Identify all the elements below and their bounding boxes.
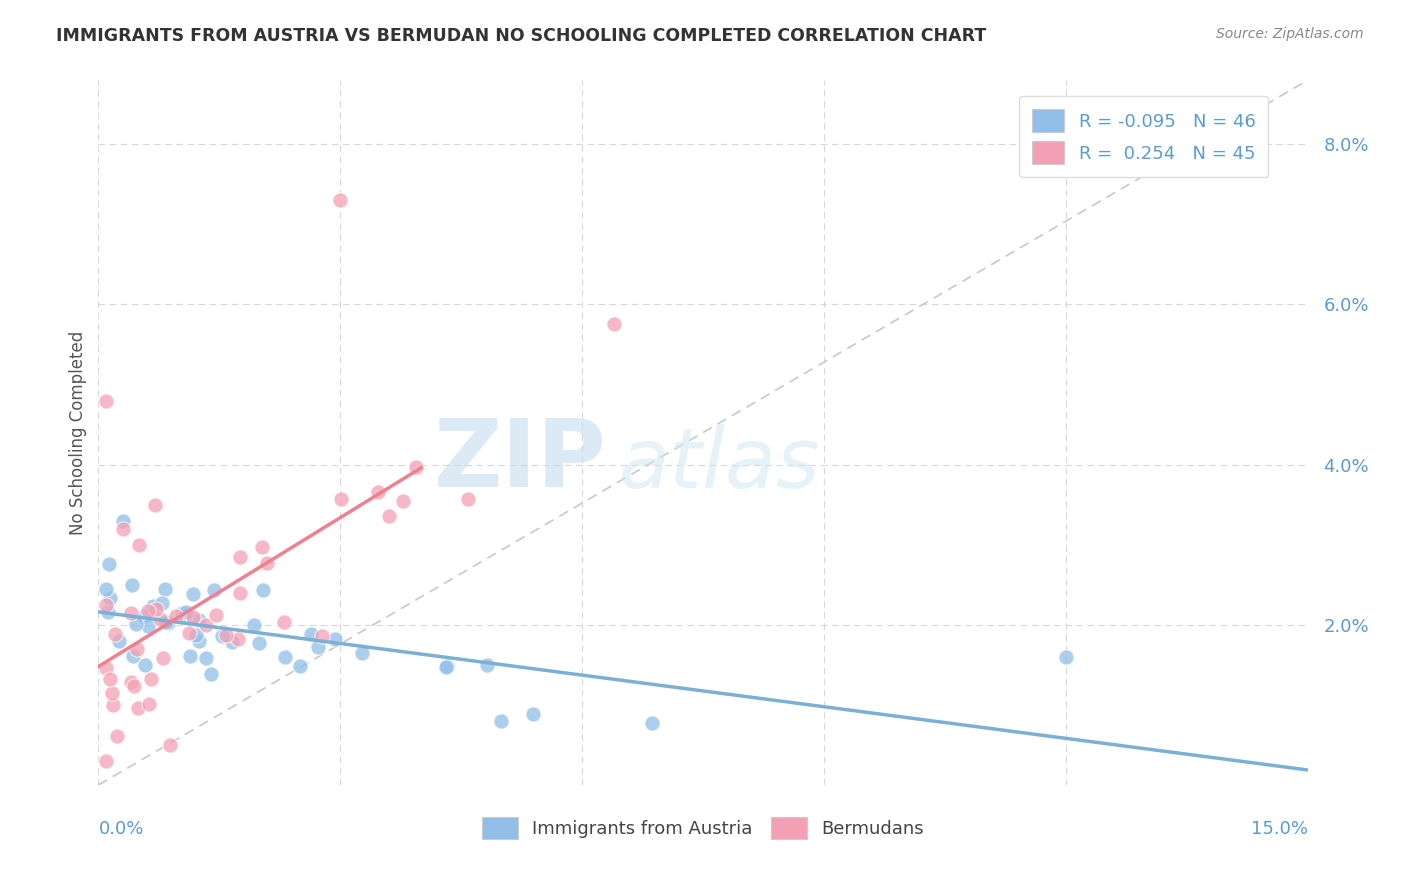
Point xyxy=(96,599,118,613)
Point xyxy=(96,661,118,675)
Point xyxy=(299,627,322,641)
Point xyxy=(96,582,118,597)
Point xyxy=(188,634,211,648)
Point xyxy=(181,586,204,600)
Point xyxy=(136,603,159,617)
Point xyxy=(288,659,311,673)
Point xyxy=(179,649,201,664)
Point xyxy=(247,636,270,650)
Point xyxy=(98,558,121,572)
Text: 0.0%: 0.0% xyxy=(98,821,143,838)
Point xyxy=(101,698,124,713)
Point xyxy=(367,484,389,499)
Point xyxy=(229,549,252,564)
Point xyxy=(195,618,218,632)
Point xyxy=(132,608,155,623)
Point xyxy=(101,686,124,700)
Text: ZIP: ZIP xyxy=(433,415,606,507)
Point xyxy=(136,619,159,633)
Point xyxy=(256,556,278,570)
Point xyxy=(273,615,295,629)
Point xyxy=(156,615,179,630)
Point xyxy=(120,674,142,689)
Point xyxy=(108,633,131,648)
Point xyxy=(329,194,352,208)
Point xyxy=(174,608,197,623)
Point xyxy=(215,628,238,642)
Point xyxy=(436,658,458,673)
Point xyxy=(391,493,413,508)
Point xyxy=(252,583,274,598)
Point xyxy=(177,626,200,640)
Point xyxy=(436,660,458,674)
Point xyxy=(97,605,120,619)
Point xyxy=(150,596,173,610)
Point xyxy=(221,634,243,648)
Point xyxy=(228,632,250,646)
Point xyxy=(172,606,194,620)
Point xyxy=(378,509,401,524)
Point xyxy=(111,514,134,528)
Point xyxy=(111,522,134,536)
Point xyxy=(159,738,181,752)
Point xyxy=(139,673,162,687)
Point xyxy=(323,632,346,647)
Point xyxy=(142,599,165,613)
Point xyxy=(145,602,167,616)
Point xyxy=(153,582,176,596)
Point xyxy=(138,697,160,711)
Point xyxy=(274,650,297,665)
Point xyxy=(194,651,217,665)
Point xyxy=(98,591,121,606)
Point xyxy=(127,701,149,715)
Point xyxy=(125,616,148,631)
Point xyxy=(330,491,353,506)
Point xyxy=(155,615,177,630)
Point xyxy=(121,578,143,592)
Point xyxy=(200,666,222,681)
Point xyxy=(181,609,204,624)
Point xyxy=(96,393,118,408)
Point xyxy=(457,492,479,507)
Point xyxy=(121,606,143,620)
Point xyxy=(243,618,266,632)
Text: 15.0%: 15.0% xyxy=(1250,821,1308,838)
Point xyxy=(152,651,174,665)
Point xyxy=(96,754,118,768)
Point xyxy=(352,646,374,660)
Point xyxy=(122,648,145,663)
Legend: Immigrants from Austria, Bermudans: Immigrants from Austria, Bermudans xyxy=(475,810,931,847)
Text: atlas: atlas xyxy=(619,424,820,505)
Point xyxy=(211,629,233,643)
Point xyxy=(405,460,427,475)
Point xyxy=(522,707,544,722)
Point xyxy=(104,627,127,641)
Point xyxy=(307,640,329,655)
Y-axis label: No Schooling Completed: No Schooling Completed xyxy=(69,331,87,534)
Point xyxy=(165,608,187,623)
Point xyxy=(100,672,122,686)
Point xyxy=(143,498,166,512)
Point xyxy=(188,613,211,627)
Point xyxy=(228,585,250,599)
Point xyxy=(202,582,225,597)
Point xyxy=(252,540,274,554)
Point xyxy=(174,605,197,619)
Point xyxy=(311,629,333,643)
Point xyxy=(491,714,513,728)
Point xyxy=(602,317,624,331)
Point xyxy=(186,628,208,642)
Point xyxy=(641,716,664,731)
Point xyxy=(134,658,156,673)
Point xyxy=(125,642,148,657)
Point xyxy=(128,538,150,552)
Point xyxy=(124,679,146,693)
Text: IMMIGRANTS FROM AUSTRIA VS BERMUDAN NO SCHOOLING COMPLETED CORRELATION CHART: IMMIGRANTS FROM AUSTRIA VS BERMUDAN NO S… xyxy=(56,27,987,45)
Point xyxy=(475,658,498,673)
Point xyxy=(204,608,226,623)
Point xyxy=(149,612,172,626)
Point xyxy=(1054,649,1077,664)
Point xyxy=(105,729,128,743)
Text: Source: ZipAtlas.com: Source: ZipAtlas.com xyxy=(1216,27,1364,41)
